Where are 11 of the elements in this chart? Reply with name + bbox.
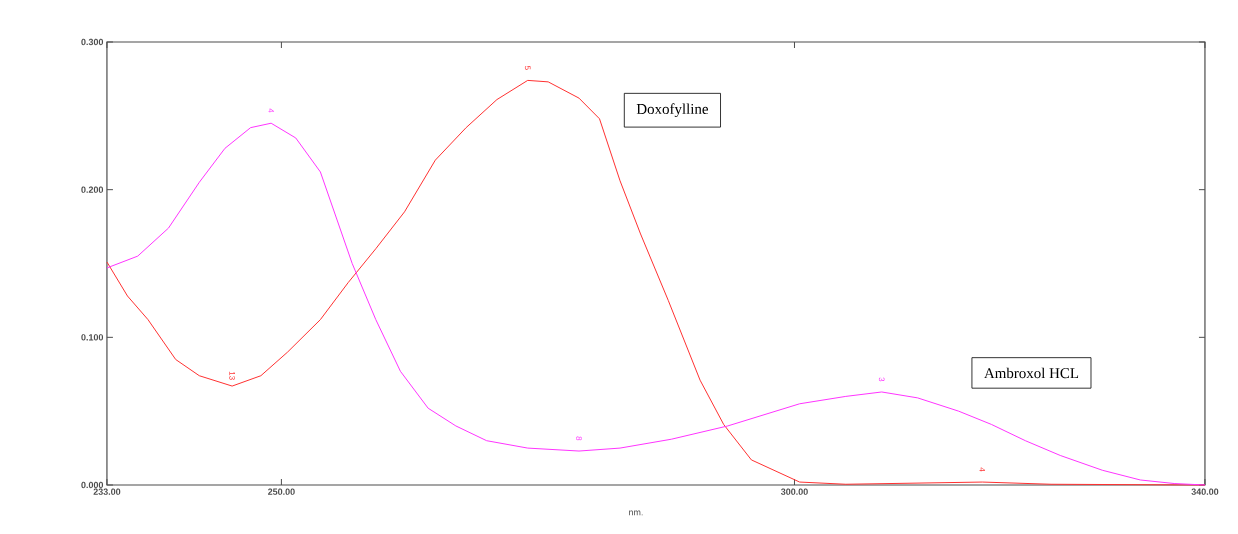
x-tick-label: 340.00: [1191, 488, 1219, 495]
text: Doxofylline: [636, 103, 709, 118]
y-tick-label: 0.000: [81, 481, 104, 489]
x-tick-label: 300.00: [780, 488, 808, 495]
text: Ambroxol HCL: [984, 367, 1079, 379]
x-axis-title: nm.: [629, 510, 643, 516]
x-tick-label: 233.00: [93, 488, 121, 495]
y-tick-label: 0.200: [81, 186, 104, 193]
y-tick-label: 0.100: [81, 334, 104, 341]
x-tick-label: 250.00: [267, 488, 295, 495]
y-tick-label: 0.300: [81, 38, 104, 46]
